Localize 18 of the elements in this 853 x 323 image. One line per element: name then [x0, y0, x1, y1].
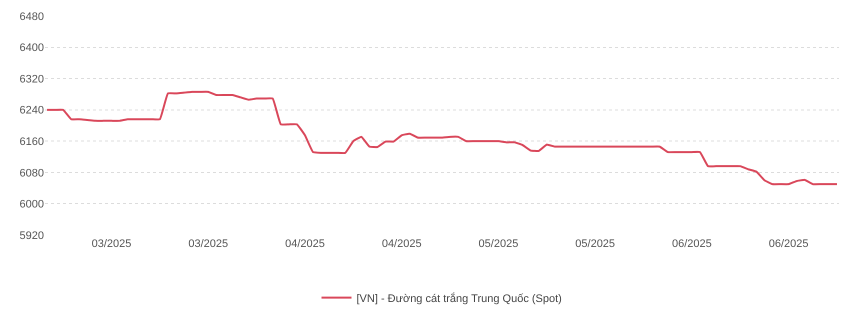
x-tick-label: 04/2025	[382, 238, 422, 250]
y-tick-label: 6400	[20, 42, 44, 54]
y-tick-label: 5920	[20, 230, 44, 242]
x-tick-label: 04/2025	[285, 238, 325, 250]
x-tick-label: 06/2025	[672, 238, 712, 250]
y-tick-label: 6160	[20, 136, 44, 148]
y-tick-label: 6000	[20, 198, 44, 211]
y-tick-label: 6320	[20, 73, 44, 86]
x-tick-label: 03/2025	[92, 238, 132, 250]
line-series	[46, 90, 838, 186]
y-tick-label: 6480	[20, 10, 44, 23]
y-tick-label: 6080	[20, 167, 44, 180]
x-tick-label: 06/2025	[768, 238, 809, 250]
x-tick-label: 05/2025	[575, 238, 616, 250]
x-tick-label: 03/2025	[188, 238, 228, 250]
legend-label: [VN] - Đường cát trắng Trung Quốc (Spot)	[356, 292, 562, 305]
x-tick-label: 05/2025	[478, 238, 518, 250]
y-tick-label: 6240	[20, 104, 44, 117]
